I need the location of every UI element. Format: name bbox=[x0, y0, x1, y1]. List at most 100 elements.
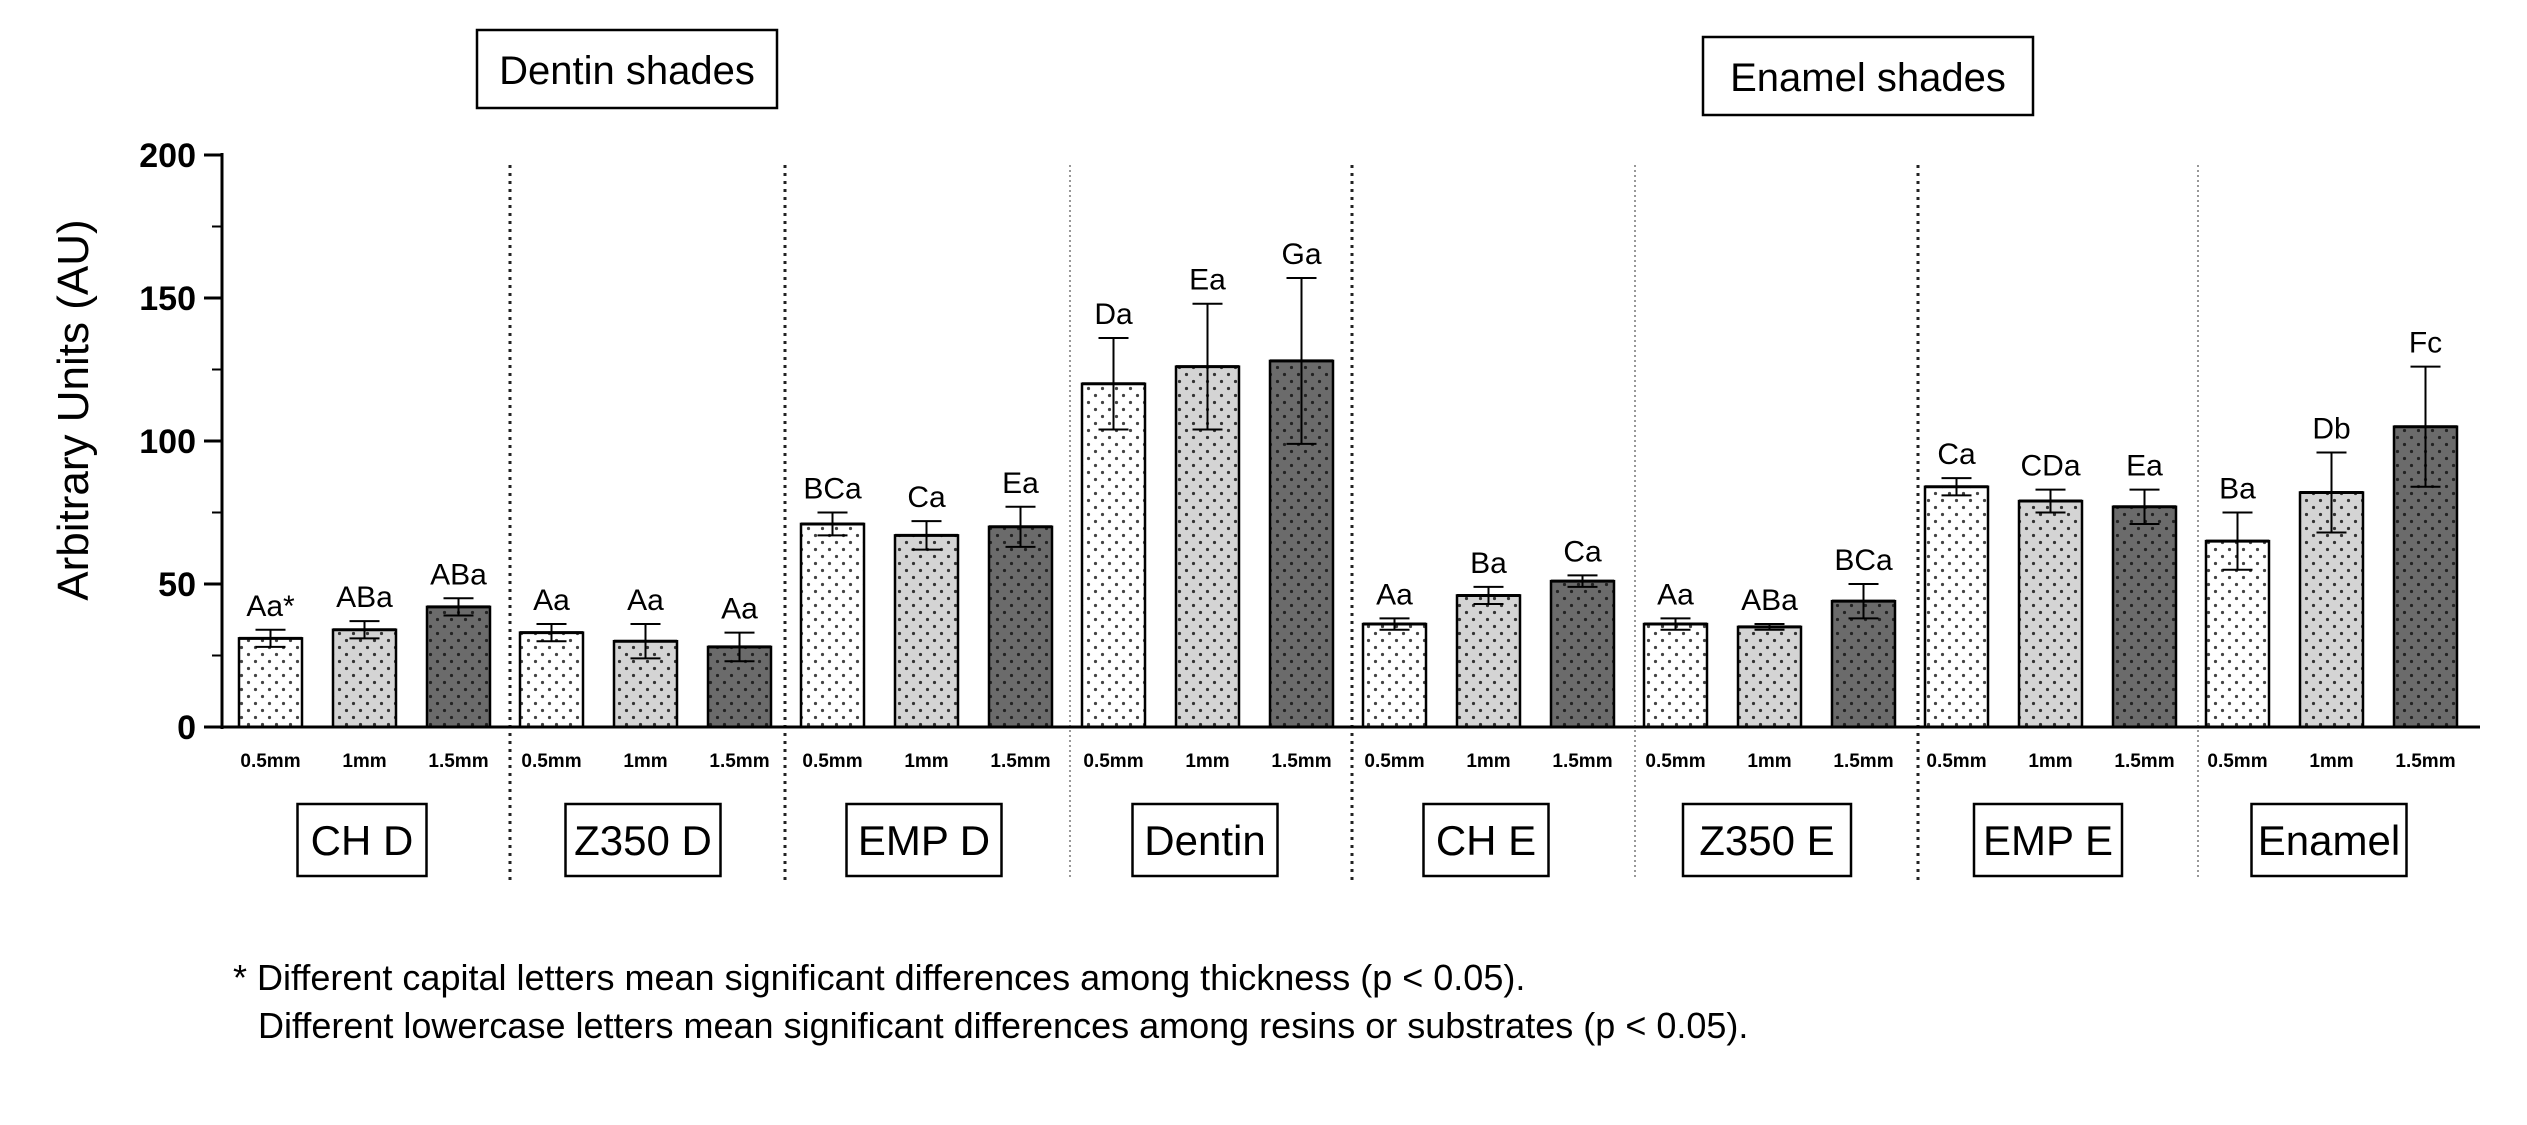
x-tick-label: 1.5mm bbox=[2114, 751, 2174, 772]
group-label: EMP E bbox=[1972, 802, 2124, 878]
y-tick-label: 100 bbox=[139, 423, 196, 461]
x-tick-label: 0.5mm bbox=[1926, 751, 1986, 772]
significance-label: Ea bbox=[1002, 467, 1039, 500]
significance-label: Ea bbox=[2126, 450, 2163, 483]
group-label: EMP D bbox=[845, 802, 1003, 878]
x-tick-label: 1mm bbox=[2028, 751, 2072, 772]
x-tick-label: 0.5mm bbox=[802, 751, 862, 772]
x-tick-label: 0.5mm bbox=[1645, 751, 1705, 772]
significance-label: Aa bbox=[721, 593, 758, 626]
group-label: CH D bbox=[296, 802, 428, 878]
x-tick-label: 1mm bbox=[1185, 751, 1229, 772]
significance-label: ABa bbox=[430, 558, 487, 591]
group-label-text: CH E bbox=[1436, 817, 1536, 864]
group-label-text: Z350 E bbox=[1699, 817, 1834, 864]
group-label-text: Dentin bbox=[1144, 817, 1265, 864]
significance-label: ABa bbox=[336, 581, 393, 614]
group-label-text: Z350 D bbox=[574, 817, 712, 864]
significance-label: Aa bbox=[627, 584, 664, 617]
group-label-text: EMP E bbox=[1983, 817, 2113, 864]
significance-label: Aa bbox=[533, 584, 570, 617]
significance-label: Ga bbox=[1281, 238, 1321, 271]
significance-label: Ea bbox=[1189, 264, 1226, 297]
significance-label: Da bbox=[1094, 298, 1133, 331]
footnote-1: * Different capital letters mean signifi… bbox=[233, 957, 1525, 998]
significance-label: Fc bbox=[2409, 327, 2442, 360]
group-label-box bbox=[1422, 802, 1550, 878]
group-label-box bbox=[1972, 802, 2124, 878]
group-label: Dentin bbox=[1131, 802, 1279, 878]
group-label-box bbox=[2250, 802, 2408, 878]
bar bbox=[2204, 539, 2271, 729]
significance-label: Ca bbox=[1937, 438, 1976, 471]
x-tick-label: 1.5mm bbox=[1271, 751, 1331, 772]
y-tick-label: 0 bbox=[177, 709, 196, 747]
section-label: Dentin shades bbox=[475, 28, 779, 110]
group-label-box bbox=[564, 802, 722, 878]
bar bbox=[331, 628, 398, 729]
section-label-box bbox=[1701, 35, 2035, 117]
group-label-box bbox=[845, 802, 1003, 878]
group-label: Z350 D bbox=[564, 802, 722, 878]
x-tick-label: 1.5mm bbox=[2395, 751, 2455, 772]
significance-label: Aa bbox=[1376, 578, 1413, 611]
bar bbox=[1080, 382, 1147, 729]
significance-label: Db bbox=[2312, 412, 2350, 445]
y-tick-label: 50 bbox=[158, 566, 196, 604]
group-label-text: Enamel bbox=[2258, 817, 2400, 864]
x-tick-label: 0.5mm bbox=[521, 751, 581, 772]
section-label-text: Enamel shades bbox=[1730, 56, 2006, 100]
significance-label: Aa bbox=[1657, 578, 1694, 611]
y-tick-label: 200 bbox=[139, 137, 196, 175]
significance-label: Aa* bbox=[246, 590, 295, 623]
significance-label: CDa bbox=[2020, 450, 2080, 483]
bar bbox=[2111, 505, 2178, 729]
group-label: CH E bbox=[1422, 802, 1550, 878]
bar bbox=[1642, 622, 1709, 729]
bar bbox=[987, 525, 1054, 729]
bar bbox=[2017, 499, 2084, 729]
significance-label: Ca bbox=[907, 481, 946, 514]
group-label: Enamel bbox=[2250, 802, 2408, 878]
significance-label: Ba bbox=[1470, 547, 1507, 580]
bar bbox=[237, 637, 304, 729]
x-tick-label: 0.5mm bbox=[2207, 751, 2267, 772]
y-tick-label: 150 bbox=[139, 280, 196, 318]
bar bbox=[1361, 622, 1428, 729]
footnote-2: Different lowercase letters mean signifi… bbox=[258, 1005, 1748, 1046]
x-tick-label: 1mm bbox=[623, 751, 667, 772]
x-tick-label: 1mm bbox=[342, 751, 386, 772]
x-tick-label: 1.5mm bbox=[709, 751, 769, 772]
bar bbox=[518, 631, 585, 729]
section-label-text: Dentin shades bbox=[499, 49, 755, 93]
bar bbox=[893, 534, 960, 729]
bar bbox=[799, 522, 866, 729]
x-tick-label: 0.5mm bbox=[240, 751, 300, 772]
x-tick-label: 1mm bbox=[1747, 751, 1791, 772]
x-tick-label: 1mm bbox=[1466, 751, 1510, 772]
significance-label: BCa bbox=[1834, 544, 1893, 577]
section-label-box bbox=[475, 28, 779, 110]
bar bbox=[1736, 625, 1803, 729]
group-label: Z350 E bbox=[1681, 802, 1853, 878]
x-tick-label: 1.5mm bbox=[1833, 751, 1893, 772]
x-tick-label: 1.5mm bbox=[1552, 751, 1612, 772]
bar bbox=[1923, 485, 1990, 729]
bar bbox=[1455, 594, 1522, 729]
significance-label: Ca bbox=[1563, 535, 1602, 568]
x-tick-label: 0.5mm bbox=[1364, 751, 1424, 772]
group-label-text: CH D bbox=[311, 817, 414, 864]
bar bbox=[1549, 579, 1616, 729]
x-tick-label: 1mm bbox=[904, 751, 948, 772]
group-label-text: EMP D bbox=[858, 817, 990, 864]
x-tick-label: 0.5mm bbox=[1083, 751, 1143, 772]
group-label-box bbox=[1681, 802, 1853, 878]
significance-label: Ba bbox=[2219, 473, 2256, 506]
x-tick-label: 1.5mm bbox=[990, 751, 1050, 772]
bar bbox=[1830, 599, 1897, 729]
x-tick-label: 1mm bbox=[2309, 751, 2353, 772]
x-tick-label: 1.5mm bbox=[428, 751, 488, 772]
group-label-box bbox=[1131, 802, 1279, 878]
bar bbox=[425, 605, 492, 729]
